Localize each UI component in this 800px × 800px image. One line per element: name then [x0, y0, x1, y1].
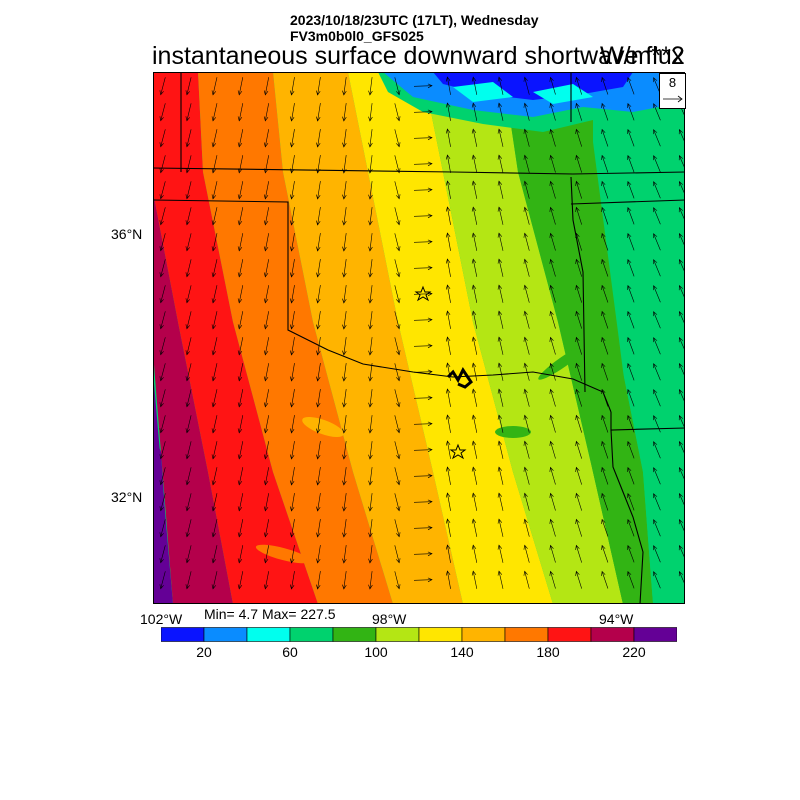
colorbar-swatch — [548, 628, 591, 642]
shortwave-flux-field — [153, 72, 685, 604]
colorbar-swatch — [419, 628, 462, 642]
colorbar-swatch — [376, 628, 419, 642]
lat-label-32n: 32°N — [111, 489, 142, 505]
colorbar-swatch — [505, 628, 548, 642]
colorbar-tick-label: 180 — [536, 644, 559, 660]
colorbar — [161, 627, 677, 643]
colorbar-swatch — [333, 628, 376, 642]
colorbar-swatch — [462, 628, 505, 642]
small-flux-patch — [495, 426, 531, 438]
colorbar-swatch — [161, 628, 204, 642]
reference-vector-legend: 8 — [659, 73, 686, 109]
colorbar-tick-label: 140 — [450, 644, 473, 660]
map-plot — [153, 72, 685, 604]
colorbar-tick-label: 20 — [196, 644, 212, 660]
reference-arrow-icon — [660, 92, 685, 106]
colorbar-tick-label: 220 — [622, 644, 645, 660]
lon-label-102w: 102°W — [140, 611, 182, 627]
colorbar-swatch — [591, 628, 634, 642]
colorbar-tick-label: 100 — [364, 644, 387, 660]
lat-label-36n: 36°N — [111, 226, 142, 242]
colorbar-swatch — [634, 628, 677, 642]
lon-label-98w: 98°W — [372, 611, 406, 627]
colorbar-swatch — [247, 628, 290, 642]
reference-vector-value: 8 — [660, 75, 685, 90]
colorbar-swatch — [290, 628, 333, 642]
lon-label-94w: 94°W — [599, 611, 633, 627]
header-datetime: 2023/10/18/23UTC (17LT), Wednesday — [290, 12, 538, 28]
map-units: W/m**2 — [600, 42, 685, 71]
min-max-stats: Min= 4.7 Max= 227.5 — [204, 606, 336, 622]
colorbar-swatch — [204, 628, 247, 642]
colorbar-tick-label: 60 — [282, 644, 298, 660]
